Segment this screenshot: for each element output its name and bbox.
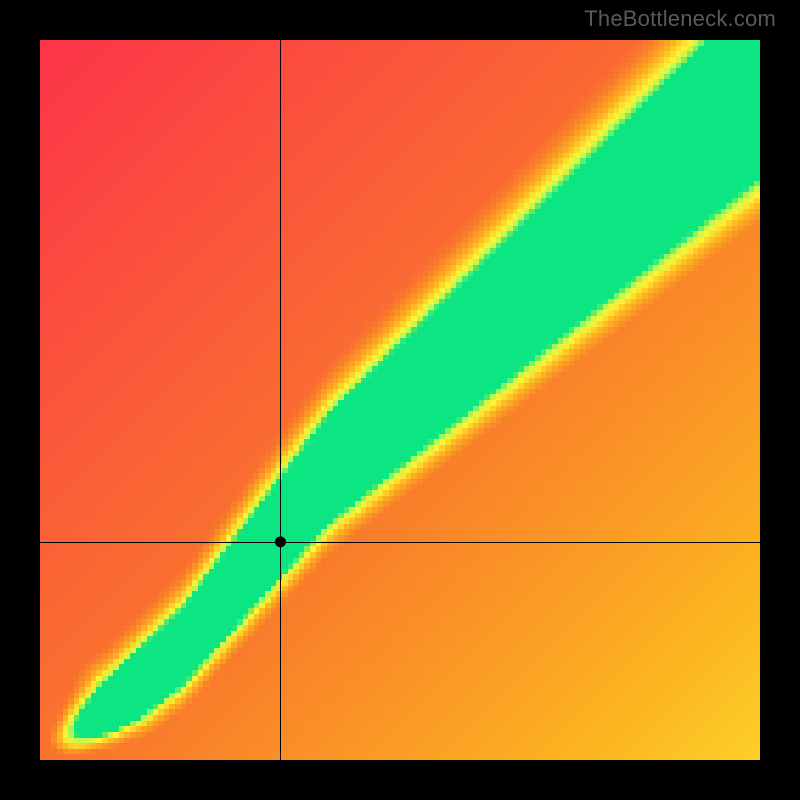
- watermark-label: TheBottleneck.com: [584, 6, 776, 32]
- crosshair-overlay: [40, 40, 760, 760]
- plot-area: [40, 40, 760, 760]
- chart-container: TheBottleneck.com: [0, 0, 800, 800]
